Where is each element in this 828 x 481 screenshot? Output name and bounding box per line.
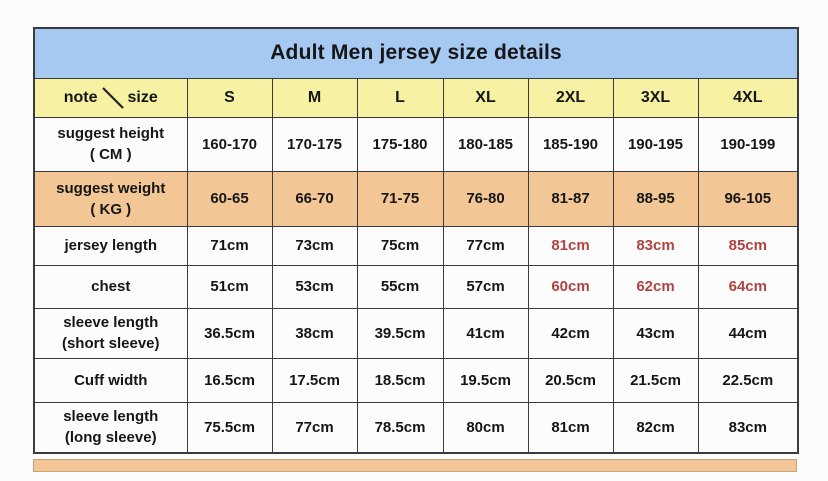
size-value-cell: 60-65 [186,170,273,227]
size-value-cell: 19.5cm [442,357,529,403]
size-value-cell: 42cm [527,307,614,359]
size-value-cell: 75cm [356,225,444,266]
row-label: sleeve length (short sleeve) [33,307,188,359]
size-value-cell: 66-70 [271,170,358,227]
row-label: suggest weight ( KG ) [33,170,188,227]
table-row-suggest-weight: suggest weight ( KG ) 60-65 66-70 71-75 … [33,170,799,227]
table-row-chest: chest 51cm 53cm 55cm 57cm 60cm 62cm 64cm [33,264,799,309]
size-value-cell: 55cm [356,264,444,309]
table-row-suggest-height: suggest height ( CM ) 160-170 170-175 17… [33,116,799,172]
table-row-sleeve-length-long: sleeve length (long sleeve) 75.5cm 77cm … [33,401,799,454]
size-value-cell: 190-195 [612,116,699,172]
size-value-cell: 39.5cm [356,307,444,359]
size-value-cell: 71-75 [356,170,444,227]
size-value-cell: 160-170 [186,116,273,172]
page-title: Adult Men jersey size details [33,27,799,79]
size-value-cell: 190-199 [697,116,799,172]
diagonal-divider-icon [101,86,124,109]
row-label-line1: sleeve length [63,408,159,426]
size-value-cell: 75.5cm [186,401,273,454]
row-label-line1: Cuff width [74,371,148,389]
size-value-cell: 18.5cm [356,357,444,403]
column-header-s: S [186,77,273,118]
row-label-line1: jersey length [64,237,158,254]
table-row-sleeve-length-short: sleeve length (short sleeve) 36.5cm 38cm… [33,307,799,359]
row-label-line1: chest [91,278,131,295]
size-value-cell: 53cm [271,264,358,309]
size-value-cell: 175-180 [356,116,444,172]
size-value-cell: 96-105 [697,170,799,227]
size-value-cell: 38cm [271,307,358,359]
row-label-line1: suggest weight [56,179,166,197]
size-value-cell: 17.5cm [271,357,358,403]
column-header-3xl: 3XL [612,77,699,118]
table-row-cuff-width: Cuff width 16.5cm 17.5cm 18.5cm 19.5cm 2… [33,357,799,403]
size-value-cell: 43cm [612,307,699,359]
size-value-cell: 20.5cm [527,357,614,403]
size-value-cell: 76-80 [442,170,529,227]
row-label: jersey length [33,225,188,266]
header-row: note size S M L XL 2XL 3XL 4XL [33,77,799,118]
size-value-cell-highlighted: 83cm [612,225,699,266]
size-value-cell: 80cm [442,401,529,454]
size-value-cell-highlighted: 64cm [697,264,799,309]
size-value-cell: 180-185 [442,116,529,172]
size-value-cell: 41cm [442,307,529,359]
size-table: Adult Men jersey size details note size … [33,27,800,454]
row-label-line1: suggest height [57,125,165,142]
size-value-cell-highlighted: 85cm [697,225,799,266]
row-label-line2: ( CM ) [89,146,132,163]
size-value-cell: 185-190 [527,116,614,172]
row-label: chest [33,264,188,309]
partial-next-row [33,459,797,472]
size-value-cell: 83cm [697,401,799,454]
row-label: suggest height ( CM ) [33,116,188,172]
column-header-2xl: 2XL [527,77,614,118]
corner-note-label: note [63,88,98,106]
size-value-cell: 22.5cm [697,357,799,403]
column-header-m: M [271,77,358,118]
title-row: Adult Men jersey size details [33,27,799,79]
size-value-cell: 73cm [271,225,358,266]
corner-header-cell: note size [33,77,188,118]
size-value-cell: 57cm [442,264,529,309]
row-label-line1: sleeve length [63,314,159,331]
size-value-cell-highlighted: 62cm [612,264,699,309]
row-label: Cuff width [33,357,188,403]
corner-size-label: size [127,88,158,106]
size-value-cell: 88-95 [612,170,699,227]
size-value-cell: 82cm [612,401,699,454]
column-header-xl: XL [442,77,529,118]
row-label-line2: (short sleeve) [61,335,160,352]
column-header-4xl: 4XL [697,77,799,118]
row-label-line2: (long sleeve) [64,429,157,447]
size-value-cell: 51cm [186,264,273,309]
size-value-cell: 170-175 [271,116,358,172]
size-value-cell: 77cm [271,401,358,454]
size-value-cell: 21.5cm [612,357,699,403]
size-value-cell-highlighted: 81cm [527,225,614,266]
row-label-line2: ( KG ) [90,200,132,218]
row-label: sleeve length (long sleeve) [33,401,188,454]
size-value-cell: 78.5cm [356,401,444,454]
table-row-jersey-length: jersey length 71cm 73cm 75cm 77cm 81cm 8… [33,225,799,266]
size-value-cell: 16.5cm [186,357,273,403]
size-value-cell: 71cm [186,225,273,266]
column-header-l: L [356,77,444,118]
size-value-cell: 77cm [442,225,529,266]
size-value-cell: 81cm [527,401,614,454]
size-value-cell-highlighted: 60cm [527,264,614,309]
size-value-cell: 81-87 [527,170,614,227]
size-value-cell: 44cm [697,307,799,359]
size-value-cell: 36.5cm [186,307,273,359]
